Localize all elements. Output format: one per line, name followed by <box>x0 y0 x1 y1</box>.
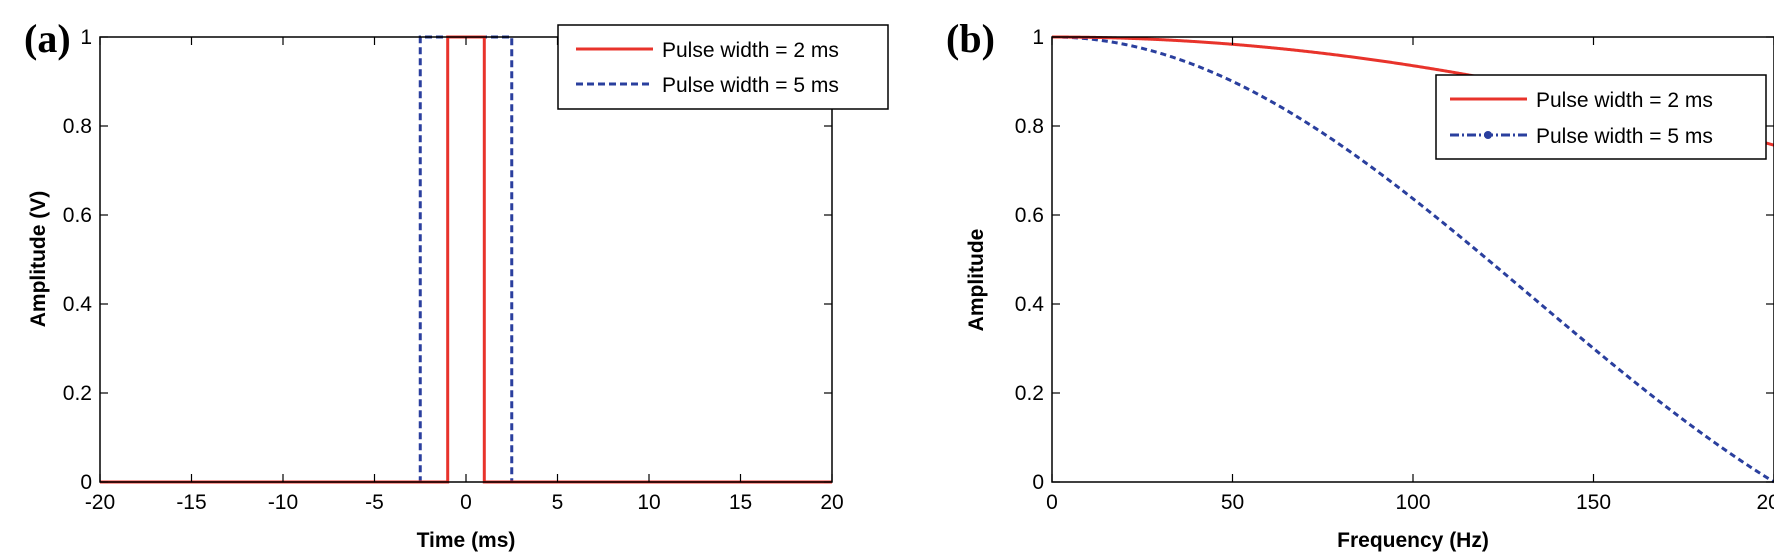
panel-b-label: (b) <box>946 16 995 61</box>
panel-a-label: (a) <box>24 16 71 61</box>
panel-a-xtick-label: 0 <box>460 491 472 514</box>
panel-a-legend-label-5ms: Pulse width = 5 ms <box>662 74 839 97</box>
panel-b-legend-marker-5ms <box>1484 131 1492 139</box>
panel-b-ytick-label: 0.4 <box>1015 293 1045 316</box>
panel-b-y-axis-label: Amplitude <box>965 229 988 332</box>
panel-b-legend-label-5ms: Pulse width = 5 ms <box>1536 125 1713 148</box>
panel-a-ytick-label: 0.6 <box>63 204 92 227</box>
panel-a-xtick-label: -5 <box>365 491 384 514</box>
panel-b-xtick-label: 0 <box>1046 491 1058 514</box>
panel-b-xtick-label: 50 <box>1221 491 1244 514</box>
panel-b-series-5ms-line <box>1052 35 1774 484</box>
panel-a-legend: Pulse width = 2 ms Pulse width = 5 ms <box>557 24 889 110</box>
panel-a-xtick-label: 5 <box>552 491 564 514</box>
panel-a-ticks: -20 -15 -10 -5 0 5 10 15 20 0 0.2 0.4 0.6 0.8 1 <box>63 26 844 514</box>
panel-b-xtick-label: 100 <box>1395 491 1430 514</box>
panel-b-xtick-label: 150 <box>1576 491 1611 514</box>
panel-a-xtick-label: 20 <box>820 491 843 514</box>
panel-a-ytick-label: 0.4 <box>63 293 93 316</box>
panel-a-ytick-label: 0.8 <box>63 115 92 138</box>
panel-b-ytick-label: 0.6 <box>1015 204 1044 227</box>
panel-b-ytick-label: 1 <box>1032 26 1044 49</box>
panel-a-xtick-label: -20 <box>85 491 115 514</box>
panel-a: (a) -20 -15 -10 -5 0 5 10 15 20 0 0.2 0.4 0.6 0.8 1 Ti… <box>24 16 889 552</box>
panel-a-xtick-label: -15 <box>176 491 206 514</box>
panel-a-y-axis-label: Amplitude (V) <box>27 191 50 328</box>
panel-b-ytick-label: 0.2 <box>1015 382 1044 405</box>
panel-a-legend-label-2ms: Pulse width = 2 ms <box>662 39 839 62</box>
panel-a-x-axis-label: Time (ms) <box>417 529 516 552</box>
panel-a-xtick-label: -10 <box>268 491 298 514</box>
panel-b: (b) 0 50 100 150 200 0 0.2 0.4 0.6 0.8 1 Frequency… <box>946 16 1774 552</box>
panel-a-ytick-label: 0 <box>80 471 92 494</box>
panel-a-ytick-label: 0.2 <box>63 382 92 405</box>
panel-b-ticks: 0 50 100 150 200 0 0.2 0.4 0.6 0.8 1 <box>1015 26 1774 514</box>
panel-b-x-axis-label: Frequency (Hz) <box>1337 529 1489 552</box>
panel-a-xtick-label: 10 <box>637 491 660 514</box>
panel-b-legend-box <box>1435 74 1767 160</box>
panel-b-legend-label-2ms: Pulse width = 2 ms <box>1536 89 1713 112</box>
panel-a-xtick-label: 15 <box>729 491 752 514</box>
panel-a-legend-box <box>557 24 889 110</box>
panel-b-xtick-label: 200 <box>1756 491 1774 514</box>
panel-b-ytick-label: 0.8 <box>1015 115 1044 138</box>
panel-b-legend: Pulse width = 2 ms Pulse width = 5 ms <box>1435 74 1767 160</box>
panel-a-ytick-label: 1 <box>80 26 92 49</box>
panel-b-ytick-label: 0 <box>1032 471 1044 494</box>
